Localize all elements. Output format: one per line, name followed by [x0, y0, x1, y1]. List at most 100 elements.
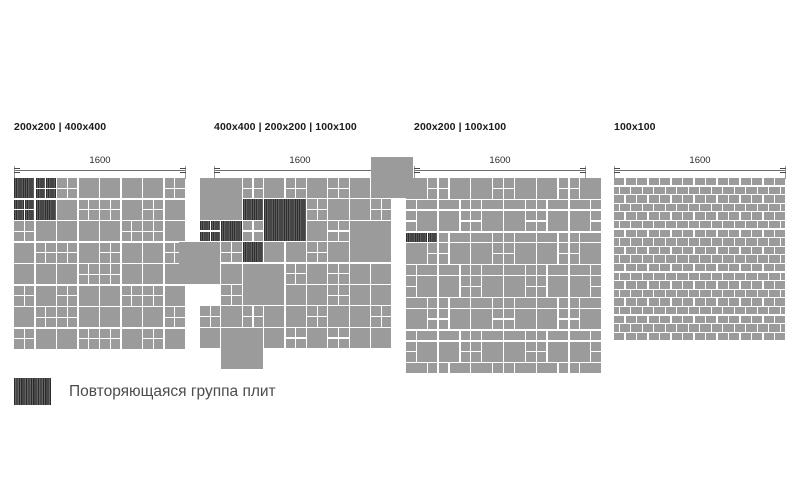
tile: [285, 188, 296, 199]
tile: [569, 363, 580, 373]
tile: [153, 221, 164, 231]
tile: [89, 264, 99, 274]
tile: [438, 232, 449, 243]
tile: [740, 264, 751, 272]
tile: [307, 199, 317, 209]
tile-highlighted: [210, 220, 221, 231]
tile: [143, 199, 153, 210]
tile: [471, 221, 482, 232]
tile: [339, 188, 349, 199]
tile: [221, 252, 231, 263]
tile: [46, 242, 56, 253]
tile: [665, 324, 677, 332]
tile: [665, 238, 677, 246]
tile: [296, 188, 306, 199]
tile: [164, 253, 175, 263]
tile: [525, 210, 536, 221]
tile: [504, 210, 525, 232]
tile: [775, 178, 785, 186]
tile: [57, 242, 67, 253]
tile: [775, 298, 785, 306]
tile: [706, 332, 717, 341]
tile: [700, 255, 711, 263]
tile: [100, 307, 121, 328]
tile: [660, 298, 671, 306]
tile: [381, 199, 392, 209]
tile: [242, 188, 253, 199]
tile: [637, 212, 648, 220]
tile: [558, 243, 569, 254]
tile: [746, 272, 757, 280]
tile: [619, 221, 631, 229]
tile: [349, 178, 370, 199]
tile: [752, 212, 763, 220]
tile: [654, 307, 665, 315]
tile: [471, 243, 492, 264]
tile: [438, 330, 460, 341]
tile: [504, 319, 514, 330]
tile: [665, 307, 677, 315]
tile: [717, 298, 728, 306]
tile: [614, 332, 625, 341]
tile: [57, 221, 78, 242]
tile-highlighted: [14, 199, 24, 210]
tile: [775, 212, 785, 220]
tile: [723, 203, 734, 212]
tile: [757, 289, 769, 298]
tile: [349, 327, 370, 348]
tile: [24, 285, 35, 296]
tile: [547, 330, 569, 341]
tile: [614, 195, 625, 203]
tile: [763, 212, 774, 220]
tile: [580, 363, 601, 373]
tile: [569, 265, 591, 275]
tile: [677, 289, 688, 298]
tile: [121, 242, 142, 263]
tile: [631, 272, 642, 280]
tile: [717, 281, 728, 289]
tile: [631, 255, 642, 263]
tile: [493, 232, 503, 243]
tile: [648, 281, 659, 289]
tile: [536, 308, 558, 330]
tile: [729, 264, 740, 272]
tile: [671, 229, 682, 237]
tile: [416, 276, 438, 297]
dimension-tick2-left: [214, 172, 220, 173]
tile: [665, 221, 677, 229]
tile: [757, 238, 769, 246]
tile: [164, 307, 175, 317]
tile: [317, 306, 328, 316]
panel-title: 100x100: [614, 121, 656, 133]
tile: [558, 363, 569, 373]
tile: [723, 255, 734, 263]
tile: [515, 297, 536, 308]
tile: [625, 281, 636, 289]
tile: [660, 315, 671, 323]
tile: [654, 203, 665, 212]
tile: [688, 221, 700, 229]
tile: [706, 229, 717, 237]
tile: [416, 210, 438, 232]
tile: [614, 307, 619, 315]
tile: [57, 296, 67, 306]
tile: [734, 272, 746, 280]
tile: [100, 264, 110, 274]
tile: [723, 272, 734, 280]
tile: [591, 352, 601, 363]
tile: [625, 229, 636, 237]
tile: [694, 229, 705, 237]
tile: [569, 297, 580, 308]
tile: [642, 289, 654, 298]
tile: [371, 156, 413, 199]
tile: [648, 212, 659, 220]
tile: [683, 212, 694, 220]
tile: [734, 307, 746, 315]
tile: [746, 307, 757, 315]
tile: [642, 272, 654, 280]
tile: [780, 307, 785, 315]
dimension-tick-right: [780, 168, 786, 169]
tile: [677, 203, 688, 212]
tile: [264, 242, 285, 263]
tile: [406, 265, 416, 275]
